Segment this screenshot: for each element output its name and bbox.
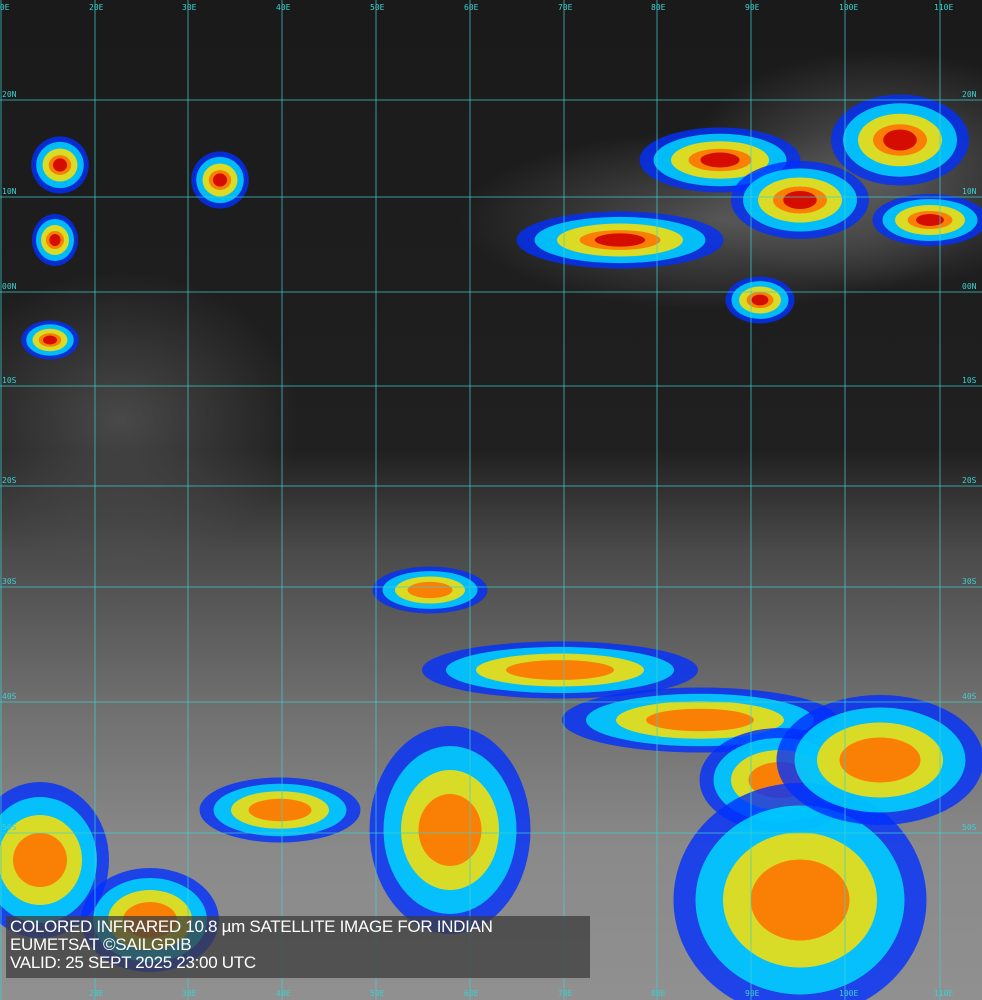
cloud-blob (213, 173, 227, 187)
longitude-label: 60E (464, 989, 479, 998)
latitude-label: 00N (2, 282, 17, 291)
caption-source: EUMETSAT ©SAILGRIB (10, 935, 192, 954)
latitude-label: 20S (962, 476, 977, 485)
cloud-blob (594, 233, 646, 247)
cloud-blob (751, 294, 769, 306)
cloud-blob (916, 214, 944, 226)
longitude-label: 100E (839, 3, 859, 12)
caption-title: COLORED INFRARED 10.8 µm SATELLITE IMAGE… (10, 917, 493, 936)
latitude-label: 10S (962, 376, 977, 385)
longitude-label: 50E (370, 989, 385, 998)
cloud-blob (13, 833, 67, 887)
latitude-label: 10N (962, 187, 977, 196)
longitude-label: 30E (182, 989, 197, 998)
longitude-label: 50E (370, 3, 385, 12)
longitude-label: 30E (182, 3, 197, 12)
cloud-blob (839, 737, 921, 783)
longitude-label: 20E (89, 989, 104, 998)
image-caption: COLORED INFRARED 10.8 µm SATELLITE IMAGE… (6, 916, 590, 978)
latitude-label: 10S (2, 376, 17, 385)
latitude-label: 20N (962, 90, 977, 99)
longitude-label: 90E (745, 989, 760, 998)
longitude-label: 80E (651, 3, 666, 12)
cloud-blob (646, 708, 754, 732)
longitude-label: 110E (934, 989, 954, 998)
longitude-label: 40E (276, 3, 291, 12)
cloud-blob (418, 794, 482, 866)
longitude-label: 80E (651, 989, 666, 998)
cloud-blob (53, 158, 67, 172)
cloud-blob (43, 335, 57, 345)
latitude-label: 50S (962, 823, 977, 832)
latitude-label: 20S (2, 476, 17, 485)
longitude-label: 90E (745, 3, 760, 12)
cloud-blob (248, 798, 312, 822)
cloud-blob (883, 129, 917, 151)
longitude-label: 110E (934, 3, 954, 12)
latitude-label: 50S (2, 823, 17, 832)
longitude-label: 10E (0, 3, 10, 12)
cloud-blob (49, 234, 61, 246)
latitude-label: 40S (962, 692, 977, 701)
longitude-label: 40E (276, 989, 291, 998)
cloud-blob (700, 152, 740, 168)
cloud-blob (750, 859, 850, 941)
longitude-label: 20E (89, 3, 104, 12)
caption-valid-time: VALID: 25 SEPT 2025 23:00 UTC (10, 953, 256, 972)
latitude-label: 30S (2, 577, 17, 586)
latitude-label: 10N (2, 187, 17, 196)
longitude-label: 70E (558, 989, 573, 998)
cloud-blob (783, 191, 817, 209)
longitude-label: 100E (839, 989, 859, 998)
latitude-label: 00N (962, 282, 977, 291)
longitude-label: 60E (464, 3, 479, 12)
longitude-label: 70E (558, 3, 573, 12)
latitude-label: 40S (2, 692, 17, 701)
cloud-blob (506, 660, 614, 680)
latitude-label: 20N (2, 90, 17, 99)
latitude-label: 30S (962, 577, 977, 586)
cloud-blob (407, 581, 453, 599)
